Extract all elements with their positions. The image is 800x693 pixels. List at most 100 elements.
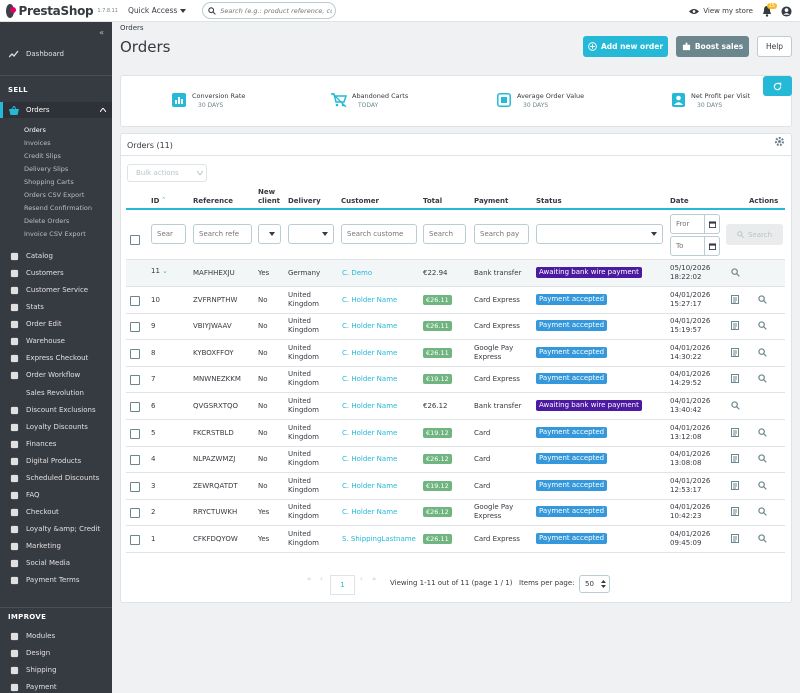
sidebar-item-faq[interactable]: FAQ bbox=[0, 487, 112, 503]
row-checkbox[interactable] bbox=[130, 481, 140, 492]
view-order-icon[interactable] bbox=[758, 427, 767, 439]
filter-id-input[interactable] bbox=[151, 224, 186, 244]
status-badge[interactable]: Payment accepted bbox=[536, 373, 608, 385]
sidebar-item-stats[interactable]: Stats bbox=[0, 299, 112, 315]
add-new-order-button[interactable]: Add new order bbox=[583, 36, 668, 57]
filter-search-button[interactable]: Search bbox=[726, 224, 783, 245]
status-badge[interactable]: Payment accepted bbox=[536, 293, 608, 305]
sidebar-item-shipping[interactable]: Shipping bbox=[0, 662, 112, 678]
user-account-icon[interactable] bbox=[781, 5, 792, 17]
sidebar-sub-credit-slips[interactable]: Credit Slips bbox=[24, 152, 61, 160]
filter-customer-input[interactable] bbox=[341, 224, 417, 244]
customer-link[interactable]: C. Holder Name bbox=[342, 375, 398, 384]
sidebar-sub-orders-csv-export[interactable]: Orders CSV Export bbox=[24, 191, 85, 199]
sidebar-item-modules[interactable]: Modules bbox=[0, 628, 112, 644]
status-badge[interactable]: Payment accepted bbox=[536, 453, 608, 465]
sidebar-item-dashboard[interactable]: Dashboard bbox=[0, 46, 112, 62]
status-badge[interactable]: Payment accepted bbox=[536, 426, 608, 438]
customer-link[interactable]: C. Holder Name bbox=[342, 322, 398, 331]
row-checkbox[interactable] bbox=[130, 508, 140, 519]
table-row[interactable]: 11 ⌄ MAFHHEXJU Yes Germany C. Demo €22.94 Bank… bbox=[126, 260, 785, 287]
invoice-icon[interactable] bbox=[731, 321, 739, 332]
sidebar-item-sales-revolution[interactable]: Sales Revolution bbox=[26, 389, 84, 397]
table-row[interactable]: 3 ZEWRQATDT No United Kingdom C. Holder Name €… bbox=[126, 473, 785, 500]
column-header-total[interactable]: Total bbox=[423, 197, 443, 205]
row-checkbox[interactable] bbox=[130, 455, 140, 466]
status-badge[interactable]: Payment accepted bbox=[536, 346, 608, 358]
items-per-page-select[interactable]: 50 bbox=[579, 575, 610, 593]
sidebar-item-catalog[interactable]: Catalog bbox=[0, 248, 112, 264]
invoice-icon[interactable] bbox=[731, 507, 739, 518]
page-number-input[interactable]: 1 bbox=[330, 575, 355, 595]
calendar-icon[interactable] bbox=[704, 215, 720, 233]
sidebar-sub-invoices[interactable]: Invoices bbox=[24, 139, 51, 147]
customer-link[interactable]: C. Holder Name bbox=[342, 348, 398, 357]
sidebar-item-checkout[interactable]: Checkout bbox=[0, 504, 112, 520]
filter-payment-input[interactable] bbox=[474, 224, 529, 244]
refresh-kpi-button[interactable] bbox=[763, 76, 792, 96]
table-row[interactable]: 8 KYBOXFFOY No United Kingdom C. Holder Name €… bbox=[126, 340, 785, 367]
table-row[interactable]: 7 MNWNEZKKM No United Kingdom C. Holder Name €… bbox=[126, 366, 785, 394]
next-page-icon[interactable]: › bbox=[360, 575, 363, 583]
sidebar-sub-shopping-carts[interactable]: Shopping Carts bbox=[24, 178, 74, 186]
sidebar-item-express-checkout[interactable]: Express Checkout bbox=[0, 350, 112, 366]
sidebar-item-customers[interactable]: Customers bbox=[0, 265, 112, 281]
status-badge[interactable]: Awaiting bank wire payment bbox=[536, 400, 642, 411]
column-header-delivery[interactable]: Delivery bbox=[288, 197, 321, 205]
kpi-conversion-rate[interactable]: Conversion Rate 30 DAYS bbox=[171, 92, 245, 109]
table-row[interactable]: 5 FKCRSTBLD No United Kingdom C. Holder Name €… bbox=[126, 420, 785, 447]
last-page-icon[interactable]: » bbox=[372, 575, 377, 583]
breadcrumb[interactable]: Orders bbox=[120, 24, 144, 32]
status-badge[interactable]: Payment accepted bbox=[536, 533, 608, 544]
sidebar-item-scheduled-discounts[interactable]: Scheduled Discounts bbox=[0, 470, 112, 486]
sidebar-sub-resend-confirmation[interactable]: Resend Confirmation bbox=[24, 204, 92, 212]
collapse-sidebar-icon[interactable]: « bbox=[99, 28, 104, 37]
logo[interactable]: PrestaShop 1.7.8.11 bbox=[6, 3, 118, 18]
kpi-average-order-value[interactable]: Average Order Value 30 DAYS bbox=[496, 92, 584, 109]
filter-delivery-select[interactable] bbox=[288, 224, 334, 244]
column-header-payment[interactable]: Payment bbox=[474, 197, 509, 205]
sidebar-sub-orders[interactable]: Orders bbox=[24, 126, 46, 134]
column-header-date[interactable]: Date bbox=[670, 197, 689, 205]
sidebar-item-order-edit[interactable]: Order Edit bbox=[0, 316, 112, 332]
column-header-customer[interactable]: Customer bbox=[341, 197, 379, 205]
quick-access-dropdown[interactable]: Quick Access bbox=[128, 6, 187, 15]
filter-status-select[interactable] bbox=[536, 224, 663, 244]
gear-icon[interactable] bbox=[774, 136, 785, 149]
filter-reference-input[interactable] bbox=[193, 224, 252, 244]
sort-asc-icon[interactable]: ˆ bbox=[161, 197, 166, 205]
status-badge[interactable]: Payment accepted bbox=[536, 320, 608, 332]
sidebar-item-payment-terms[interactable]: Payment Terms bbox=[0, 572, 112, 588]
view-order-icon[interactable] bbox=[758, 481, 767, 492]
notifications-button[interactable]: 15 bbox=[762, 2, 777, 17]
table-row[interactable]: 1 CFKFDQYOW Yes United Kingdom S. ShippingLas… bbox=[126, 526, 785, 553]
table-row[interactable]: 4 NLPAZWMZJ No United Kingdom C. Holder Name €… bbox=[126, 446, 785, 474]
invoice-icon[interactable] bbox=[731, 347, 739, 359]
sidebar-sub-delete-orders[interactable]: Delete Orders bbox=[24, 217, 70, 225]
customer-link[interactable]: C. Holder Name bbox=[342, 508, 398, 517]
sidebar-item-warehouse[interactable]: Warehouse bbox=[0, 333, 112, 349]
row-checkbox[interactable] bbox=[130, 348, 140, 359]
kpi-net-profit-per-visit[interactable]: Net Profit per Visit 30 DAYS bbox=[670, 92, 750, 109]
sidebar-item-loyalty-amp-credit[interactable]: Loyalty &amp; Credit bbox=[0, 521, 112, 537]
calendar-icon[interactable] bbox=[704, 237, 720, 255]
invoice-icon[interactable] bbox=[731, 454, 739, 465]
filter-date-to[interactable] bbox=[670, 236, 720, 256]
sidebar-item-design[interactable]: Design bbox=[0, 645, 112, 661]
help-button[interactable]: Help bbox=[757, 36, 792, 57]
global-search[interactable] bbox=[202, 2, 337, 19]
customer-link[interactable]: C. Holder Name bbox=[342, 295, 398, 304]
table-row[interactable]: 6 QVGSRXTQO No United Kingdom C. Holder Name €… bbox=[126, 393, 785, 420]
view-order-icon[interactable] bbox=[758, 348, 767, 359]
sidebar-item-finances[interactable]: Finances bbox=[0, 436, 112, 452]
table-row[interactable]: 10 ZVFRNPTHW No United Kingdom C. Holder Name… bbox=[126, 287, 785, 314]
invoice-icon[interactable] bbox=[731, 534, 739, 545]
sidebar-item-marketing[interactable]: Marketing bbox=[0, 538, 112, 554]
filter-date-from[interactable] bbox=[670, 214, 720, 234]
view-order-icon[interactable] bbox=[758, 294, 767, 306]
sidebar-item-orders[interactable]: Orders bbox=[0, 102, 112, 118]
sidebar-item-social-media[interactable]: Social Media bbox=[0, 555, 112, 571]
sidebar-item-discount-exclusions[interactable]: Discount Exclusions bbox=[0, 402, 112, 418]
row-checkbox[interactable] bbox=[130, 535, 140, 545]
filter-date-from-input[interactable] bbox=[670, 214, 720, 234]
